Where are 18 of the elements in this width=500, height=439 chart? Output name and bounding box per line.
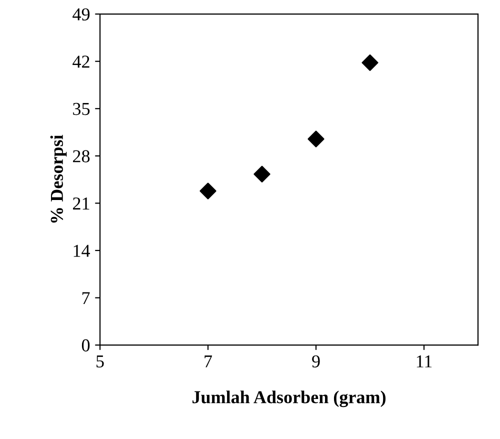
x-tick-label: 9: [312, 355, 320, 368]
x-tick-label: 7: [204, 355, 212, 368]
y-tick-label: 49: [72, 8, 90, 20]
y-tick-label: 0: [82, 339, 90, 352]
point: [254, 166, 270, 182]
y-tick-label: 42: [72, 56, 90, 68]
y-tick-label: 14: [74, 244, 90, 257]
y-tick-label: 28: [73, 150, 90, 162]
x-axis-title: Jumlah Adsorben (gram): [192, 390, 386, 408]
x-tick-label: 11: [416, 355, 432, 368]
point: [200, 182, 216, 200]
y-tick-label: 21: [73, 198, 90, 210]
y-tick-label: 7: [82, 292, 90, 304]
x-tick-label: 5: [96, 355, 104, 368]
y-axis-title: % Desorpsi: [50, 134, 67, 223]
point: [308, 130, 324, 148]
y-tick-label: 35: [73, 102, 90, 116]
point: [362, 54, 378, 71]
